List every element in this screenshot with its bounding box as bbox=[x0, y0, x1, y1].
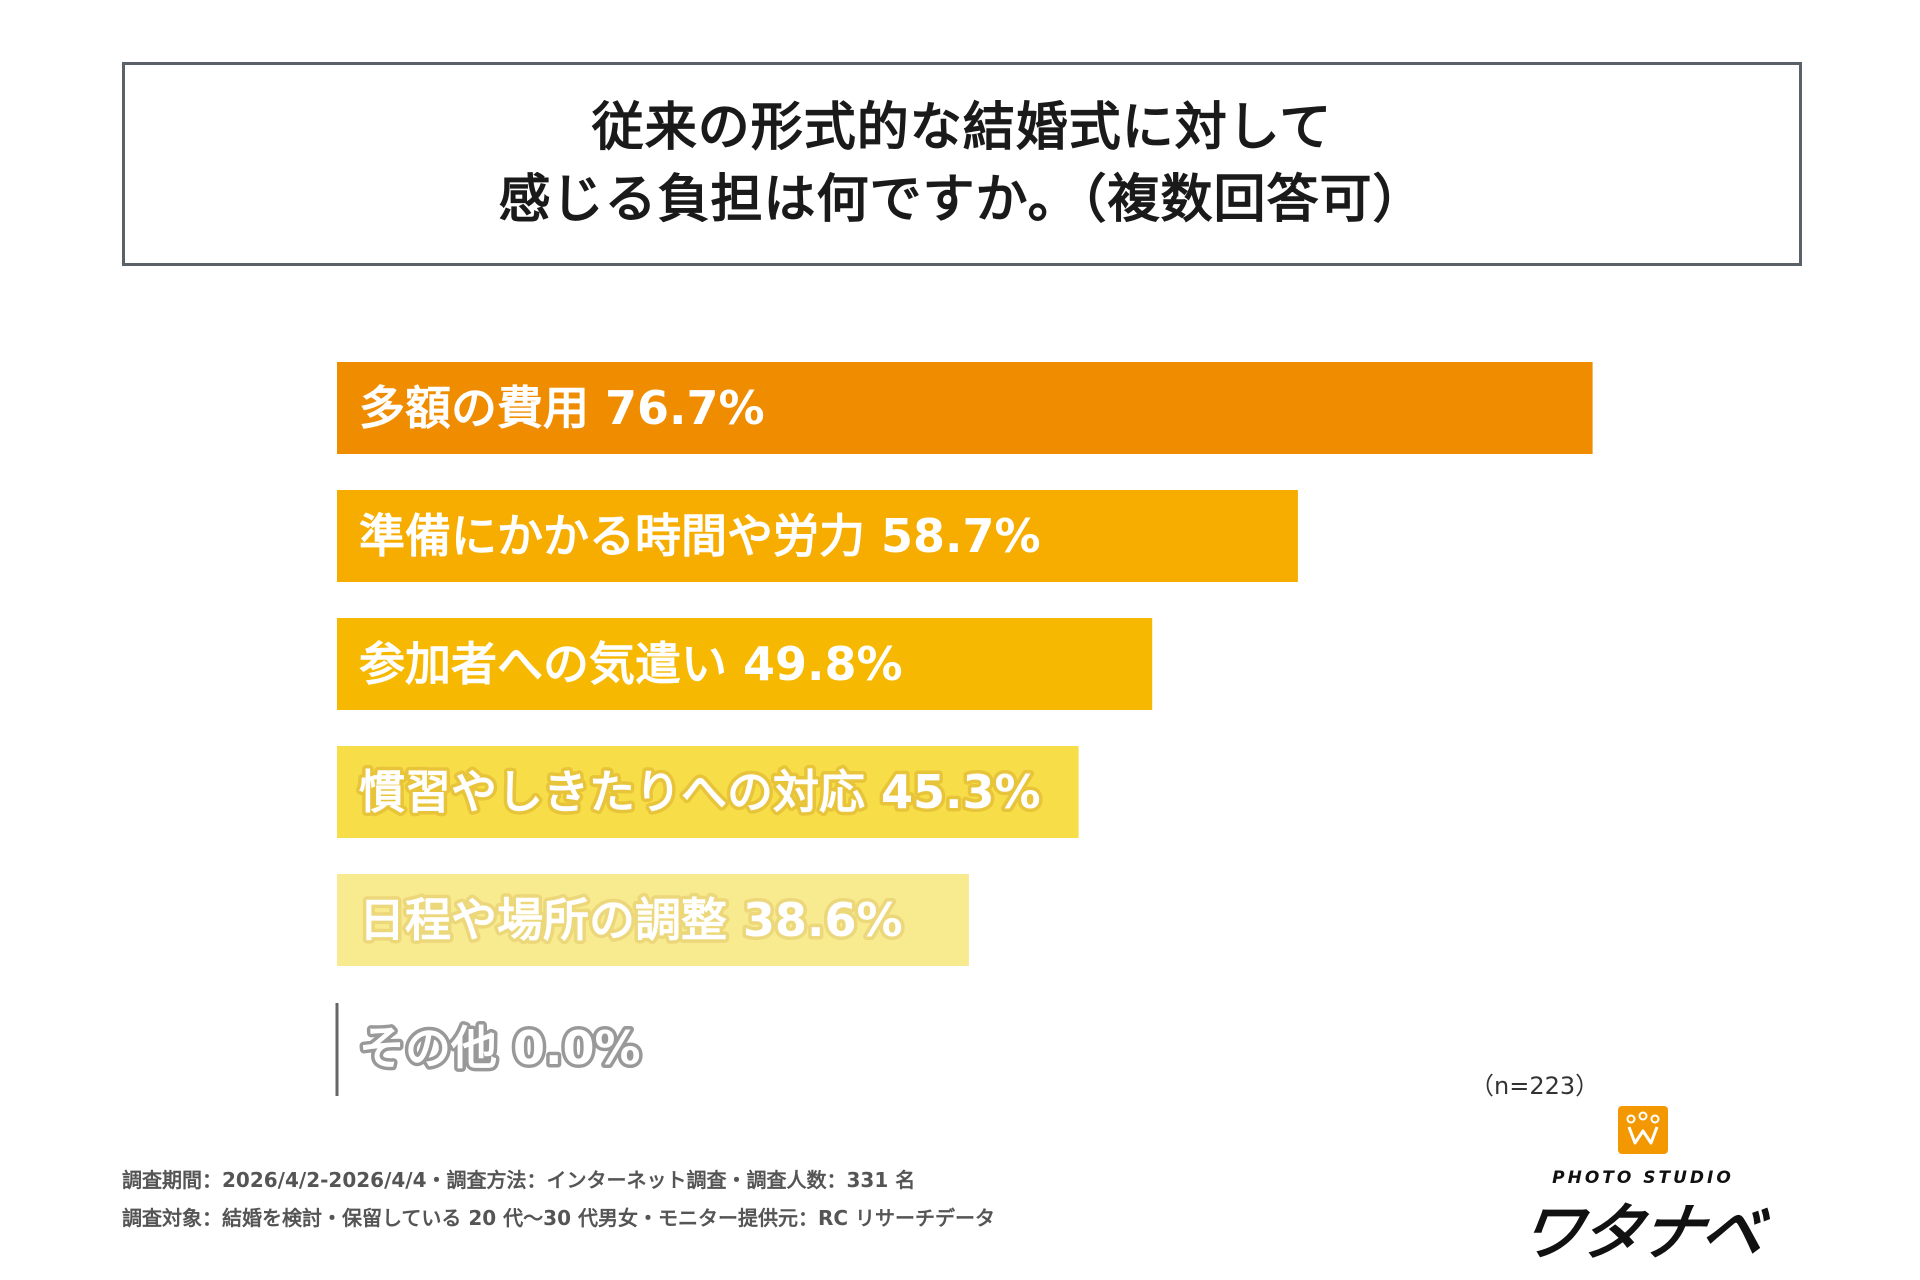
bar-4 bbox=[337, 874, 969, 966]
bar-label-4: 日程や場所の調整 38.6% bbox=[359, 893, 903, 947]
logo-subtitle: PHOTO STUDIO bbox=[1552, 1168, 1734, 1188]
bar-1 bbox=[337, 490, 1298, 582]
footer-survey-target: 調査対象：結婚を検討・保留している 20 代～30 代男女・モニター提供元：RC… bbox=[122, 1206, 995, 1230]
crown-w-logo-icon bbox=[1618, 1106, 1668, 1154]
logo-wordmark: ワタナベ bbox=[1516, 1196, 1767, 1269]
bar-label-0: 多額の費用 76.7% bbox=[359, 381, 765, 435]
bar-label-2: 参加者への気遣い 49.8% bbox=[359, 637, 903, 691]
sample-size-note: （n=223） bbox=[1470, 1072, 1600, 1100]
bar-0 bbox=[337, 362, 1593, 454]
title-line-2: 感じる負担は何ですか。（複数回答可） bbox=[498, 170, 1426, 230]
title-box: 従来の形式的な結婚式に対して 感じる負担は何ですか。（複数回答可） bbox=[122, 62, 1802, 266]
bar-label-5: その他 0.0% bbox=[359, 1021, 641, 1075]
footer-survey-period: 調査期間：2026/4/2-2026/4/4・調査方法：インターネット調査・調査… bbox=[122, 1168, 916, 1192]
bar-2 bbox=[337, 618, 1153, 710]
bar-label-1: 準備にかかる時間や労力 58.7% bbox=[359, 509, 1041, 563]
title-line-1: 従来の形式的な結婚式に対して bbox=[591, 98, 1333, 158]
bar-label-3: 慣習やしきたりへの対応 45.3% bbox=[359, 765, 1041, 819]
bar-3 bbox=[337, 746, 1079, 838]
